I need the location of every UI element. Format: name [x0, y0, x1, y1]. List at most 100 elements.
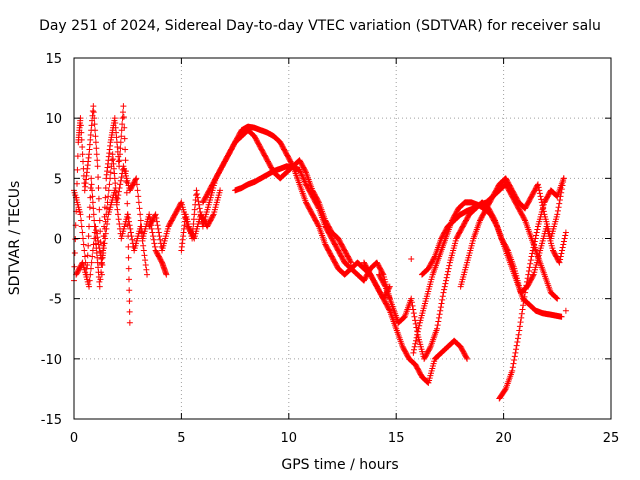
data-point-arc-9	[400, 314, 407, 321]
data-point-arc-2	[78, 217, 85, 224]
data-point-arc-3	[98, 259, 105, 266]
data-point-arc-3	[124, 211, 131, 218]
data-point-arc-13	[514, 335, 521, 342]
data-point-arc-13	[517, 319, 524, 326]
data-point-arc-2	[78, 223, 85, 230]
y-tick-label: -15	[41, 413, 62, 428]
y-tick-label: -10	[41, 353, 62, 368]
data-point-arc-2	[80, 241, 87, 248]
data-point-arc-1	[118, 133, 125, 140]
data-point-arc-9	[409, 302, 416, 309]
data-point-arc-13	[527, 257, 534, 264]
data-point-arc-1	[119, 121, 126, 128]
data-point-arc-2	[118, 174, 125, 181]
data-point-arc-13	[525, 267, 532, 274]
data-point-arc-5	[197, 209, 204, 216]
data-point-arc-2	[151, 243, 158, 250]
data-point-arc-9	[445, 265, 452, 272]
data-point-arc-9	[381, 282, 388, 289]
data-point-arc-13	[522, 289, 529, 296]
chart-title: Day 251 of 2024, Sidereal Day-to-day VTE…	[39, 18, 601, 34]
data-point-arc-2	[103, 205, 110, 212]
data-point-arc-5	[347, 258, 354, 265]
data-point-arc-1	[96, 217, 103, 224]
data-point-arc-2	[86, 204, 93, 211]
data-point-arc-1	[125, 276, 132, 283]
data-point-arc-9	[561, 235, 568, 242]
data-point-arc-2	[80, 235, 87, 242]
data-point-arc-9	[560, 241, 567, 248]
data-point-arc-13	[532, 235, 539, 242]
data-point-arc-2	[96, 283, 103, 290]
x-tick-label: 5	[177, 431, 185, 446]
data-point-arc-13	[511, 357, 518, 364]
data-point-arc-12	[538, 196, 545, 203]
data-point-arc-2	[88, 181, 95, 188]
data-point-arc-10	[412, 337, 419, 344]
data-point-arc-12	[555, 204, 562, 211]
data-point-arc-2	[135, 199, 142, 206]
data-point-arc-2	[107, 169, 114, 176]
data-point-arc-3	[102, 235, 109, 242]
data-point-arc-13	[526, 264, 533, 271]
data-point-arc-2	[106, 181, 113, 188]
data-point-arc-2	[89, 199, 96, 206]
data-point-arc-3	[114, 206, 121, 213]
data-point-arc-5	[195, 198, 202, 205]
data-point-arc-4	[157, 236, 164, 243]
data-point-arc-12	[536, 187, 543, 194]
data-point-arc-13	[525, 271, 532, 278]
data-point-arc-1	[121, 124, 128, 131]
data-point-arc-2	[133, 175, 140, 182]
data-point-arc-9	[443, 274, 450, 281]
data-point-arc-3	[93, 230, 100, 237]
data-point-arc-13	[527, 260, 534, 267]
data-point-arc-3	[101, 240, 108, 247]
data-point-arc-1	[74, 180, 81, 187]
data-point-arc-13	[502, 386, 509, 393]
data-point-arc-13	[528, 253, 535, 260]
data-point-arc-13	[529, 250, 536, 257]
data-point-arc-3	[87, 271, 94, 278]
data-point-arc-3	[86, 277, 93, 284]
data-point-arc-4	[153, 215, 160, 222]
data-point-arc-2	[89, 193, 96, 200]
data-point-arc-8	[386, 306, 393, 313]
data-point-arc-10	[416, 322, 423, 329]
data-point-arc-3	[91, 235, 98, 242]
y-tick-label: 5	[54, 172, 62, 187]
data-point-arc-2	[117, 181, 124, 188]
data-point-arc-13	[513, 342, 520, 349]
data-point-arc-10	[411, 346, 418, 353]
data-point-arc-3	[95, 241, 102, 248]
data-point-outlier	[562, 307, 569, 314]
x-tick-label: 15	[388, 431, 405, 446]
data-point-arc-4	[217, 187, 224, 194]
data-point-arc-4	[152, 211, 159, 218]
data-point-arc-3	[138, 228, 145, 235]
x-axis-label: GPS time / hours	[281, 457, 399, 473]
data-point-arc-11	[554, 295, 561, 302]
data-point-arc-4	[155, 225, 162, 232]
data-point-arc-3	[90, 241, 97, 248]
data-point-arc-2	[150, 236, 157, 243]
data-point-arc-13	[520, 298, 527, 305]
data-point-arc-3	[142, 261, 149, 268]
data-point-arc-10	[493, 222, 500, 229]
data-point-arc-13	[510, 360, 517, 367]
data-point-arc-13	[524, 278, 531, 285]
data-point-arc-13	[519, 306, 526, 313]
data-point-arc-1	[71, 249, 78, 256]
data-point-arc-9	[434, 322, 441, 329]
data-point-arc-1	[72, 236, 79, 243]
data-point-arc-3	[88, 259, 95, 266]
data-point-arc-2	[79, 229, 86, 236]
data-points	[71, 103, 569, 402]
data-point-arc-1	[116, 157, 123, 164]
data-point-arc-1	[117, 139, 124, 146]
data-point-arc-9	[440, 289, 447, 296]
data-point-arc-9	[408, 295, 415, 302]
data-point-arc-7	[299, 174, 306, 181]
data-point-arc-1	[95, 195, 102, 202]
data-point-arc-13	[553, 192, 560, 199]
